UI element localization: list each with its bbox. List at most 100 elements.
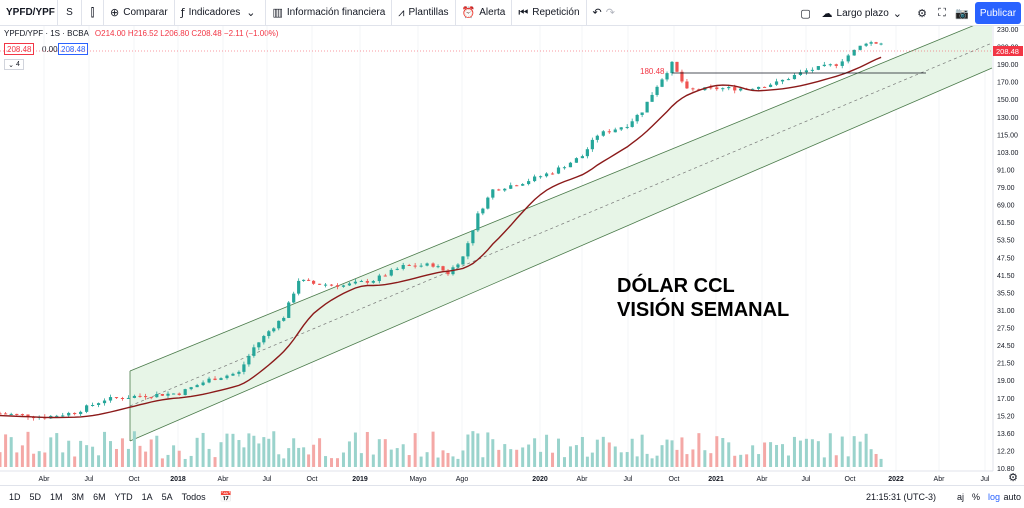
calendar-icon[interactable]: 📅 <box>219 491 233 503</box>
candle-body <box>166 393 170 396</box>
period-button-todos[interactable]: Todos <box>181 492 206 502</box>
period-button-ytd[interactable]: YTD <box>114 492 133 502</box>
candle-body <box>132 395 136 398</box>
volume-bar <box>389 449 393 467</box>
volume-bar <box>798 440 802 467</box>
buy-price-box[interactable]: 208.48 <box>58 43 89 55</box>
period-button-1d[interactable]: 1D <box>9 492 21 502</box>
volume-bar <box>413 433 417 467</box>
alarm-icon: ⏰ <box>461 6 476 19</box>
period-button-3m[interactable]: 3M <box>71 492 85 502</box>
price-axis[interactable]: 230.00220.00190.00170.00150.00130.00115.… <box>992 26 1024 485</box>
time-tick-label: 2020 <box>532 476 548 483</box>
indicators-collapse-button[interactable]: ⌄ 4 <box>4 59 24 70</box>
indicators-button[interactable]: ƒ Indicadores ⌄ <box>175 0 267 26</box>
candle-body <box>282 317 286 321</box>
period-button-6m[interactable]: 6M <box>93 492 106 502</box>
candle-body <box>172 393 176 395</box>
candle-body <box>625 126 629 128</box>
legend-title[interactable]: YPFD/YPF · 1S · BCBA <box>4 29 89 38</box>
candle-body <box>660 79 664 87</box>
candle-body <box>544 173 549 177</box>
legend-ohlc: O214.00 H216.52 L206.80 C208.48 −2.11 (−… <box>94 29 279 38</box>
price-tick-label: 115.00 <box>997 132 1018 139</box>
candle-body <box>780 79 785 82</box>
candle-body <box>822 64 826 67</box>
alert-button[interactable]: ⏰ Alerta <box>456 0 513 26</box>
chart-annotation-line2[interactable]: VISIÓN SEMANAL <box>617 297 789 321</box>
volume-bar <box>431 431 435 467</box>
auto-toggle[interactable]: auto <box>1003 492 1021 502</box>
time-tick-label: Abr <box>934 476 946 483</box>
templates-button[interactable]: ⩘ Plantillas <box>392 0 456 26</box>
volume-bar <box>533 438 537 467</box>
candle-body <box>601 131 605 136</box>
time-tick-label: Abr <box>218 476 230 483</box>
volume-bar <box>371 454 375 467</box>
volume-bar <box>237 440 241 467</box>
volume-bar <box>869 449 873 467</box>
volume-bar <box>144 451 148 467</box>
volume-bar <box>436 457 440 467</box>
volume-bar <box>189 455 193 467</box>
period-button-1a[interactable]: 1A <box>141 492 153 502</box>
volume-bar <box>9 437 13 467</box>
chart-annotation-line1[interactable]: DÓLAR CCL <box>617 273 735 297</box>
log-toggle[interactable]: log <box>987 492 1000 502</box>
price-tick-label: 61.50 <box>997 220 1015 227</box>
interval-button[interactable]: S <box>58 0 82 26</box>
candle-body <box>556 167 561 174</box>
candle-body <box>864 43 868 46</box>
chart-type-button[interactable]: ⫿ <box>82 0 104 26</box>
volume-bar <box>486 432 490 467</box>
price-channel[interactable] <box>130 26 992 441</box>
volume-bar <box>26 431 30 467</box>
volume-bar <box>103 431 107 467</box>
adjust-toggle[interactable]: aj <box>956 492 964 502</box>
volume-bar <box>635 456 639 467</box>
volume-bar <box>769 442 773 467</box>
sell-price-box[interactable]: 208.48 <box>4 43 35 55</box>
candle-body <box>219 378 223 380</box>
price-tick-label: 41.50 <box>997 273 1015 280</box>
candle-body <box>733 87 737 91</box>
volume-bar <box>607 442 611 467</box>
volume-bar <box>786 455 790 467</box>
undo-button[interactable]: ↶ ↷ <box>587 0 625 26</box>
price-chart[interactable]: 180.48 DÓLAR CCL VISIÓN SEMANAL 230.0022… <box>0 26 1024 485</box>
candle-body <box>431 263 435 267</box>
period-button-5d[interactable]: 5D <box>29 492 42 502</box>
layout-label: Largo plazo <box>836 7 889 19</box>
camera-icon[interactable]: 📷 <box>955 6 969 20</box>
period-button-1m[interactable]: 1M <box>50 492 63 502</box>
volume-bar <box>691 449 695 467</box>
time-tick-label: 2019 <box>352 476 368 483</box>
volume-bar <box>407 455 411 467</box>
publish-button[interactable]: Publicar <box>975 2 1021 24</box>
price-tick-label: 79.00 <box>997 185 1015 192</box>
candle-body <box>401 264 405 269</box>
fullscreen-icon[interactable]: ⛶ <box>938 6 946 19</box>
compare-button[interactable]: ⊕ Comparar <box>104 0 175 26</box>
symbol-search-button[interactable]: YPFD/YPF <box>0 0 58 26</box>
volume-bar <box>645 453 649 467</box>
candle-body <box>466 243 470 257</box>
candle-body <box>619 127 623 130</box>
time-tick-label: Jul <box>802 476 811 483</box>
settings-icon[interactable]: ⚙ <box>917 6 927 20</box>
layout-square-icon[interactable]: ▢ <box>800 6 811 20</box>
time-axis[interactable]: Abr Jul Oct 2018 Abr Jul Oct 2019 Mayo Ago 2020 Abr… <box>0 470 993 483</box>
axis-settings-icon[interactable]: ⚙ <box>1008 471 1018 484</box>
replay-button[interactable]: ⏮ Repetición <box>512 0 587 26</box>
clock[interactable]: 21:15:31 (UTC-3) <box>865 492 936 502</box>
volume-bar <box>383 439 387 467</box>
candle-body <box>353 281 358 284</box>
financials-button[interactable]: ▥ Información financiera <box>266 0 393 26</box>
volume-bar <box>721 437 725 467</box>
period-button-5a[interactable]: 5A <box>161 492 173 502</box>
candle-body <box>177 393 181 395</box>
percent-toggle[interactable]: % <box>971 492 980 502</box>
layout-button[interactable]: ☁ Largo plazo ⌄ <box>816 0 912 26</box>
candle-body <box>739 88 743 91</box>
volume-bar <box>527 444 531 467</box>
